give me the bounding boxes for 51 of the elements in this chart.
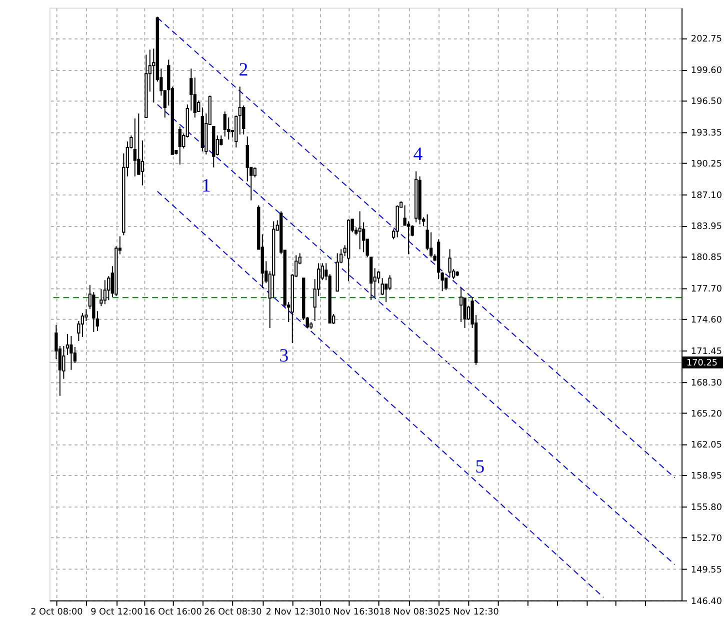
y-tick-label: 155.80: [690, 503, 722, 514]
candlestick: [448, 248, 452, 278]
candlestick: [70, 336, 73, 370]
x-tick-label: 25 Nov 12:30: [439, 608, 500, 618]
x-tick-label: 2 Nov 12:30: [266, 608, 320, 618]
candlestick: [66, 334, 70, 356]
x-tick-label: 26 Oct 08:30: [204, 608, 262, 618]
candlestick: [107, 276, 110, 301]
candlestick: [238, 86, 242, 135]
y-tick-label: 165.20: [690, 409, 722, 420]
candlestick: [80, 312, 84, 338]
candlestick: [223, 111, 226, 137]
candlestick: [140, 140, 144, 186]
annotation: 4: [413, 144, 424, 166]
y-tick-label: 183.95: [690, 222, 722, 232]
candlestick: [193, 77, 196, 118]
y-tick-label: 171.45: [690, 346, 722, 357]
annotation: 1: [201, 175, 211, 196]
y-tick-label: 196.50: [690, 97, 722, 108]
y-tick-label: 177.70: [690, 284, 722, 295]
y-tick-label: 193.35: [690, 128, 722, 138]
y-tick-label: 199.60: [690, 66, 722, 76]
candlestick: [103, 280, 107, 305]
candlestick: [178, 126, 182, 165]
y-tick-label: 152.70: [690, 534, 722, 544]
annotation: 2: [238, 59, 248, 80]
y-tick-label: 158.95: [690, 472, 722, 482]
annotation: 3: [279, 346, 289, 367]
candlestick: [406, 220, 410, 255]
candlestick: [388, 274, 392, 291]
y-tick-label: 174.60: [690, 316, 722, 326]
candlestick: [459, 288, 463, 323]
x-tick-label: 18 Nov 08:30: [379, 608, 440, 618]
y-tick-label: 149.55: [690, 565, 722, 576]
y-tick-label: 190.25: [690, 159, 722, 170]
x-tick-label: 10 Nov 16:30: [319, 608, 380, 618]
candlestick: [358, 210, 362, 250]
y-tick-label: 146.40: [690, 596, 722, 607]
ref-line-label: 170.25: [686, 358, 718, 368]
y-tick-label: 202.75: [690, 34, 722, 45]
candlestick: [246, 136, 249, 182]
candlestick: [253, 166, 256, 178]
candlestick: [73, 346, 77, 364]
y-tick-label: 168.30: [690, 378, 722, 388]
x-tick-label: 16 Oct 16:00: [144, 608, 202, 618]
annotation: 5: [475, 456, 485, 478]
y-tick-label: 187.10: [690, 190, 722, 201]
x-tick-label: 2 Oct 08:00: [30, 608, 84, 618]
y-tick-label: 180.85: [690, 253, 722, 264]
x-tick-label: 9 Oct 12:00: [90, 608, 144, 618]
y-tick-label: 162.05: [690, 440, 722, 451]
